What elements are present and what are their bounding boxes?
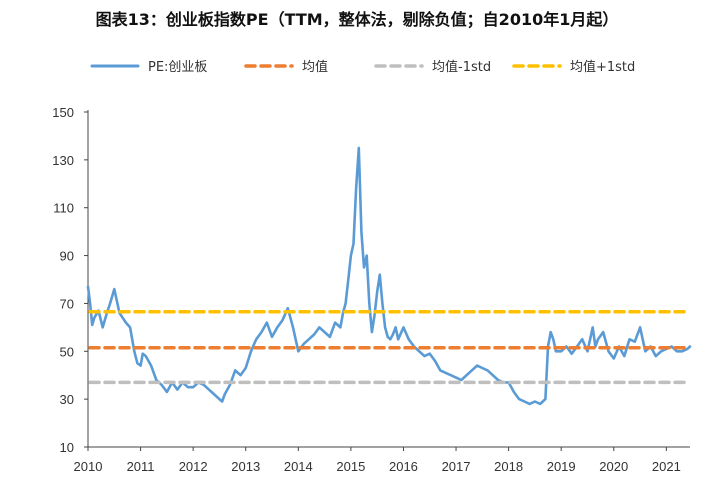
x-tick-label: 2018 [494, 459, 523, 474]
y-tick-label: 110 [53, 201, 74, 216]
legend-label: PE:创业板 [148, 60, 207, 75]
legend-label: 均值 [302, 59, 328, 75]
axes: 10 30 50 70 90 110 130 150 2010 2011 2012 2013 2014 2… [52, 105, 690, 474]
y-tick-label: 90 [60, 249, 74, 264]
y-tick-label: 30 [60, 392, 74, 407]
x-tick-label: 2019 [547, 459, 576, 474]
x-tick-label: 2021 [652, 459, 681, 474]
x-tick-label: 2014 [284, 459, 313, 474]
legend-label: 均值-1std [432, 59, 491, 75]
x-tick-label: 2013 [231, 459, 260, 474]
y-tick-label: 150 [52, 105, 74, 120]
x-tick-label: 2012 [179, 459, 208, 474]
x-tick-label: 2015 [336, 459, 365, 474]
legend: PE:创业板 均值 均值-1std 均值+1std [90, 59, 635, 75]
x-tick-label: 2017 [442, 459, 471, 474]
y-tick-label: 70 [60, 296, 74, 311]
x-tick-label: 2011 [127, 459, 155, 474]
x-tick-label: 2020 [599, 459, 628, 474]
series-line-pe [86, 146, 692, 406]
x-tick-label: 2010 [74, 459, 103, 474]
series-lines [86, 146, 692, 406]
legend-label: 均值+1std [570, 59, 635, 75]
y-tick-label: 50 [60, 344, 74, 359]
chart-title: 图表13：创业板指数PE（TTM，整体法，剔除负值；自2010年1月起） [95, 10, 619, 29]
y-tick-label: 10 [60, 440, 74, 455]
x-tick-label: 2016 [389, 459, 418, 474]
y-tick-label: 130 [52, 153, 74, 168]
